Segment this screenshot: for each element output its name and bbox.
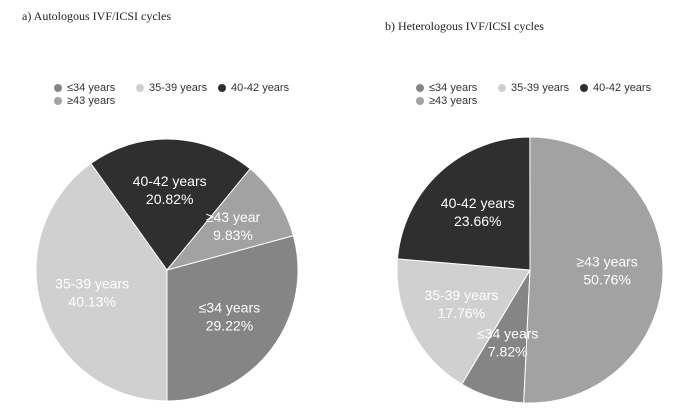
legend-swatch <box>218 84 226 92</box>
legend-swatch <box>580 84 588 92</box>
legend-swatch <box>416 84 424 92</box>
slice-value-label: 7.82% <box>488 344 528 360</box>
slice-label: ≤34 years <box>199 299 260 315</box>
slice-label: 35-39 years <box>424 287 498 303</box>
legend-label: 40-42 years <box>593 82 652 94</box>
legend-swatch <box>498 84 506 92</box>
slice-value-label: 23.66% <box>454 213 501 229</box>
slice-value-label: 17.76% <box>438 305 485 321</box>
legend-label: 35-39 years <box>511 82 570 94</box>
legend-label: ≥43 years <box>67 95 116 107</box>
pie-slice <box>523 136 664 404</box>
pie-slice <box>90 138 251 271</box>
chart-title: a) Autologous IVF/ICSI cycles <box>22 9 171 23</box>
legend-label: ≤34 years <box>429 82 478 94</box>
pie-slice <box>396 258 531 385</box>
legend-label: ≤34 years <box>67 82 116 94</box>
pie-slice <box>166 235 299 402</box>
slice-value-label: 50.76% <box>583 271 630 287</box>
legend-label: ≥43 years <box>429 95 478 107</box>
legend-swatch <box>136 84 144 92</box>
slice-value-label: 40.13% <box>68 294 115 310</box>
slice-value-label: 20.82% <box>146 191 193 207</box>
slice-value-label: 29.22% <box>206 317 253 333</box>
slice-label: 40-42 years <box>133 173 207 189</box>
slice-label: ≥43 years <box>576 253 637 269</box>
pie-slice <box>396 136 531 271</box>
legend-swatch <box>416 97 424 105</box>
slice-label: ≥43 year <box>206 209 261 225</box>
legend-label: 40-42 years <box>231 82 290 94</box>
slice-value-label: 9.83% <box>213 227 253 243</box>
slice-label: 40-42 years <box>441 195 515 211</box>
chart-title: b) Heterologous IVF/ICSI cycles <box>385 19 544 33</box>
pie-slice <box>165 168 295 271</box>
legend-swatch <box>54 84 62 92</box>
legend-swatch <box>54 97 62 105</box>
slice-label: 35-39 years <box>55 276 129 292</box>
pie-slice <box>35 162 168 402</box>
slice-label: ≤34 years <box>477 326 538 342</box>
legend-label: 35-39 years <box>149 82 208 94</box>
